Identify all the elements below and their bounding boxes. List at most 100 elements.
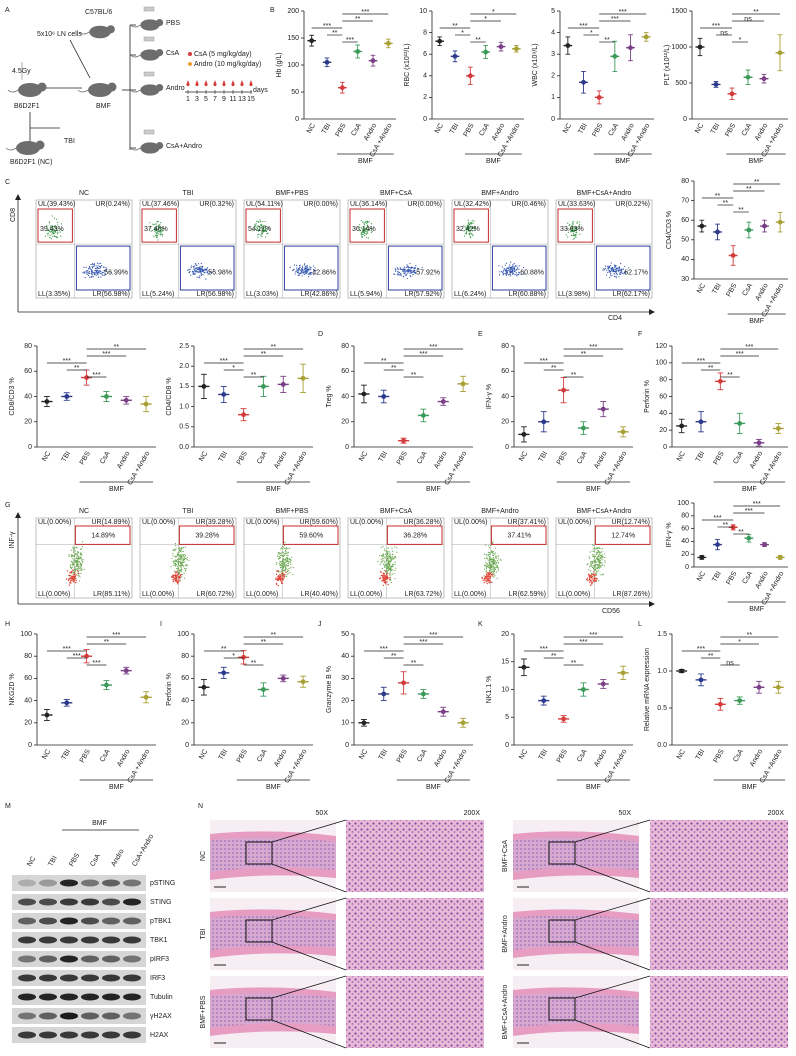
y-tick-label: 2.0 [179,363,189,370]
event-dot [281,572,284,575]
x-tick-label: PBS [713,748,726,764]
mean-point [467,73,473,79]
event-dot [180,568,182,570]
event-dot [384,549,386,552]
event-dot [396,547,398,549]
event-dot [486,575,488,577]
event-dot [303,273,306,275]
y-tick-label: 2.5 [179,343,189,350]
event-dot [50,225,52,227]
event-dot [283,577,285,579]
event-dot [598,580,600,582]
event-dot [310,273,312,276]
event-dot [277,575,279,578]
quadrant-label: UL(36.14%) [350,201,387,208]
y-tick-label: 80 [681,513,689,520]
gate-percent: 12.74% [611,532,635,539]
event-dot [379,564,381,566]
event-dot [280,580,282,582]
event-dot [389,570,391,572]
event-dot [492,555,494,557]
event-dot [155,223,157,225]
label: 7 [213,96,217,103]
event-dot [79,553,82,555]
histology-high [346,898,484,970]
event-dot [411,266,414,269]
group-label: BMF [266,784,281,791]
event-dot [592,562,594,564]
event-dot [512,265,514,267]
event-dot [503,269,505,271]
gate-percent: 37.41% [507,532,531,539]
event-dot [384,570,386,572]
event-dot [463,235,466,237]
event-dot [396,267,398,269]
event-dot [364,221,366,223]
event-dot [565,234,567,236]
event-dot [494,575,496,577]
y-tick-label: 10 [341,720,349,727]
event-dot [185,570,187,572]
event-dot [576,222,578,224]
y-tick-label: 100 [655,360,667,367]
y-tick-label: 40 [24,393,32,400]
event-dot [200,274,203,276]
event-dot [173,548,175,551]
event-dot [306,270,308,272]
quadrant-label: LR(56.98%) [197,291,234,298]
event-dot [76,561,78,564]
event-dot [620,263,622,265]
event-dot [201,267,203,269]
row-label: TBI [200,929,207,940]
event-dot [154,229,157,232]
blot-band [18,974,36,982]
event-dot [487,572,489,574]
x-tick-label: CsA [99,748,112,763]
event-dot [179,575,181,577]
event-dot [101,271,103,273]
event-dot [282,554,285,557]
event-dot [610,267,613,269]
event-dot [156,232,158,234]
event-dot [277,555,279,557]
event-dot [92,270,94,272]
mean-point [385,41,391,46]
event-dot [518,273,520,275]
blot-band [123,955,141,963]
event-dot [593,559,595,561]
plot-title: TBI [183,190,194,197]
plot-frame [451,517,549,599]
event-dot [91,274,93,276]
label: 5x10⁶ LN cells [37,31,82,38]
event-dot [371,230,373,232]
x-tick-label: TBI [378,450,390,463]
plot-frame [555,517,653,599]
x-tick-label: CsA [478,122,491,137]
event-dot [82,558,84,561]
event-dot [301,272,303,274]
event-dot [587,563,589,565]
event-dot [184,553,186,556]
event-dot [89,276,91,278]
event-dot [384,564,386,566]
event-dot [386,569,388,571]
event-dot [576,227,578,229]
significance-label: ** [251,372,257,379]
event-dot [53,230,55,233]
event-dot [489,575,492,578]
event-dot [180,563,183,565]
event-dot [75,560,77,562]
event-dot [364,229,366,231]
event-dot [158,224,160,226]
event-dot [505,273,507,275]
event-dot [262,220,264,223]
event-dot [174,565,177,567]
significance-label: ** [581,351,587,358]
event-dot [98,276,100,278]
x-tick-label: CsA [416,748,429,763]
event-dot [593,571,595,573]
panel-letter: D [318,331,323,338]
event-dot [394,577,396,580]
label: CsA+Andro [166,143,202,150]
event-dot [503,272,505,275]
